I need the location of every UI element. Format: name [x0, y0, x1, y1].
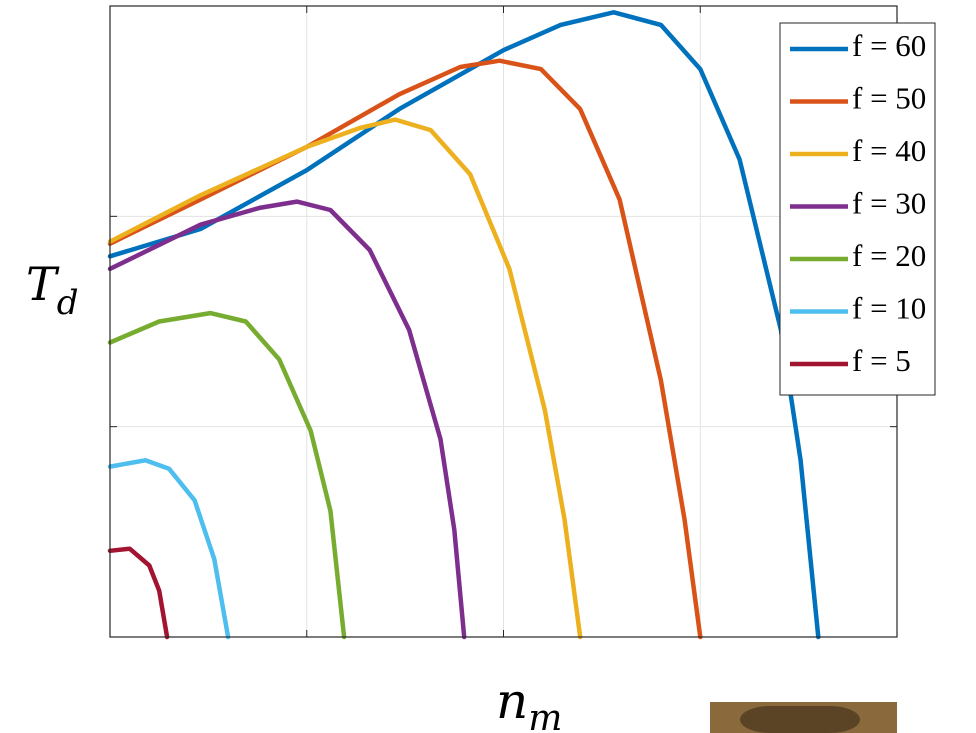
legend-label: f = 50: [852, 81, 926, 116]
legend-label: f = 5: [852, 343, 911, 378]
series-line: [110, 61, 700, 637]
legend-label: f = 40: [852, 133, 926, 168]
series-line: [110, 120, 580, 637]
x-axis-label: nm: [496, 672, 562, 733]
legend-label: f = 10: [852, 291, 926, 326]
lines: [110, 12, 818, 637]
series-line: [110, 313, 344, 637]
chart: Td nm f = 60f = 50f = 40f = 30f = 20f = …: [0, 0, 976, 733]
series-line: [110, 202, 464, 637]
legend-label: f = 20: [852, 238, 926, 273]
legend-label: f = 30: [852, 186, 926, 221]
legend: f = 60 f = 50 f = 40 f = 30 f = 20 f = 10 f = …: [780, 23, 935, 395]
series-line: [110, 549, 167, 637]
photo-detail: [740, 706, 860, 733]
legend-label: f = 60: [852, 28, 926, 63]
series-line: [110, 12, 818, 637]
y-axis-label: Td: [26, 257, 78, 323]
